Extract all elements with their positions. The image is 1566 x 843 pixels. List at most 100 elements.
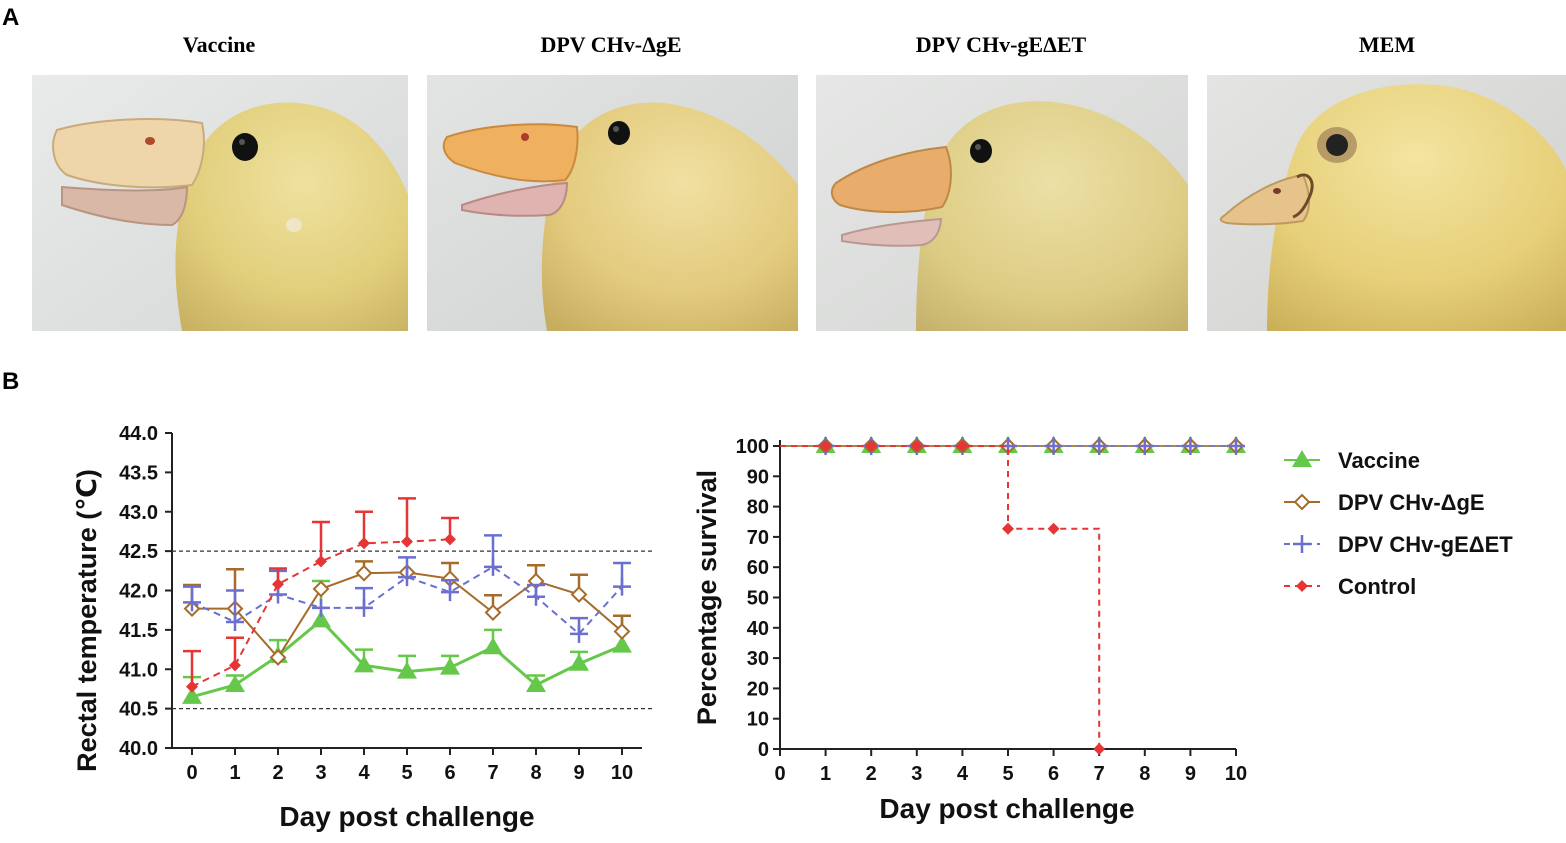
legend-entry: DPV CHv-ΔgE (1284, 490, 1485, 515)
temp-point (570, 586, 588, 603)
temp-y-axis-label: Rectal temperature (℃) (72, 469, 102, 772)
temp-x-tick-label: 10 (611, 762, 633, 784)
surv-y-tick-label: 40 (747, 618, 769, 640)
temp-x-tick-label: 7 (487, 762, 498, 784)
photo-label-vaccine: Vaccine (182, 32, 256, 57)
surv-point (1047, 522, 1060, 535)
surv-point (1181, 437, 1200, 455)
surv-x-tick-label: 8 (1139, 763, 1150, 785)
surv-y-tick-label: 70 (747, 527, 769, 549)
surv-point (865, 440, 878, 452)
temp-point (358, 537, 370, 550)
surv-point (1044, 437, 1063, 455)
surv-y-tick-label: 30 (747, 648, 769, 670)
legend-marker (1293, 493, 1311, 511)
temp-y-tick-label: 42.0 (119, 581, 158, 603)
temp-point (484, 604, 502, 621)
surv-y-tick-label: 20 (747, 678, 769, 700)
temp-point (440, 657, 460, 675)
legend-label: Control (1338, 574, 1416, 599)
temp-point (355, 564, 373, 582)
survival-chart: 0 10 20 30 40 50 60 70 80 90 100 0 1 2 3 4 5 6 7 8 9 10 Day po… (692, 436, 1247, 824)
temp-y-tick-label: 41.5 (119, 620, 158, 642)
temp-series-Vaccine (182, 579, 632, 704)
surv-x-tick-label: 6 (1048, 763, 1059, 785)
surv-point (1093, 743, 1106, 755)
duck-photo-geet (816, 75, 1188, 331)
temp-point (613, 623, 631, 640)
temp-point (527, 587, 545, 606)
surv-series-line (780, 445, 1101, 749)
temp-point (526, 675, 546, 692)
temp-point (226, 613, 244, 631)
surv-y-tick-label: 80 (747, 497, 769, 519)
temp-x-tick-label: 6 (444, 762, 455, 784)
temp-point (182, 686, 202, 704)
surv-point (1135, 437, 1154, 455)
temp-point (613, 577, 631, 596)
temperature-chart: 40.0 40.5 41.0 41.5 42.0 42.5 43.0 43.5 44.0 0 1 2 3… (72, 423, 652, 832)
surv-x-tick-label: 10 (1225, 763, 1247, 785)
surv-point (1090, 437, 1109, 455)
surv-x-axis-label: Day post challenge (879, 793, 1134, 824)
temp-point (312, 580, 330, 598)
temp-point (269, 649, 287, 666)
temp-y-tick-label: 40.5 (119, 699, 158, 721)
temp-y-tick-label: 42.5 (119, 541, 158, 563)
surv-x-tick-label: 1 (820, 763, 831, 785)
temp-point (311, 610, 331, 628)
legend-label: DPV CHv-gEΔET (1338, 532, 1513, 557)
surv-x-tick-label: 0 (774, 763, 785, 785)
temp-point (483, 637, 503, 655)
photo-label-geet: DPV CHv-gEΔET (915, 32, 1087, 57)
photo-label-mem: MEM (1358, 32, 1416, 57)
temp-point (186, 680, 198, 693)
temp-x-tick-label: 9 (573, 762, 584, 784)
surv-y-axis-label: Percentage survival (692, 470, 722, 725)
surv-y-tick-label: 100 (736, 436, 769, 458)
temp-point (444, 533, 456, 546)
surv-point (819, 440, 832, 452)
temp-point (441, 583, 459, 602)
temp-y-tick-label: 40.0 (119, 738, 158, 760)
temp-x-tick-label: 8 (530, 762, 541, 784)
panel-label-a: A (2, 4, 20, 31)
surv-point (910, 440, 923, 452)
temp-x-tick-label: 0 (186, 762, 197, 784)
photo-label-dge: DPV CHv-ΔgE (540, 32, 682, 57)
surv-y-tick-label: 10 (747, 709, 769, 731)
surv-y-tick-label: 0 (758, 739, 769, 761)
surv-x-tick-label: 2 (866, 763, 877, 785)
temp-y-tick-label: 44.0 (119, 423, 158, 445)
temp-x-tick-label: 5 (401, 762, 412, 784)
surv-y-tick-label: 90 (747, 466, 769, 488)
legend: Vaccine DPV CHv-ΔgE DPV CHv-gEΔET Control (1284, 448, 1513, 599)
temp-series-Control (183, 497, 459, 693)
temp-x-tick-label: 4 (358, 762, 370, 784)
legend-entry: DPV CHv-gEΔET (1284, 532, 1513, 557)
surv-point (1227, 437, 1245, 455)
temp-x-tick-label: 1 (229, 762, 240, 784)
temp-point (354, 655, 374, 673)
temp-point (312, 598, 330, 617)
surv-y-tick-label: 60 (747, 557, 769, 579)
surv-y-tick-label: 50 (747, 588, 769, 610)
temp-point (401, 535, 413, 548)
temp-point (229, 659, 241, 672)
surv-series-Control (780, 440, 1106, 755)
surv-x-tick-label: 3 (911, 763, 922, 785)
legend-marker (1292, 450, 1312, 467)
temp-y-tick-label: 41.0 (119, 659, 158, 681)
temp-point (398, 568, 416, 587)
duck-photo-dge (427, 75, 798, 331)
surv-x-tick-label: 5 (1002, 763, 1013, 785)
legend-marker (1296, 580, 1308, 592)
surv-x-tick-label: 4 (957, 763, 969, 785)
temp-x-tick-label: 3 (315, 762, 326, 784)
temp-point (397, 661, 417, 679)
temp-point (570, 624, 588, 643)
legend-entry: Control (1284, 574, 1416, 599)
duck-photo-vaccine (32, 75, 408, 331)
temp-point (612, 635, 632, 653)
surv-point (956, 440, 969, 452)
